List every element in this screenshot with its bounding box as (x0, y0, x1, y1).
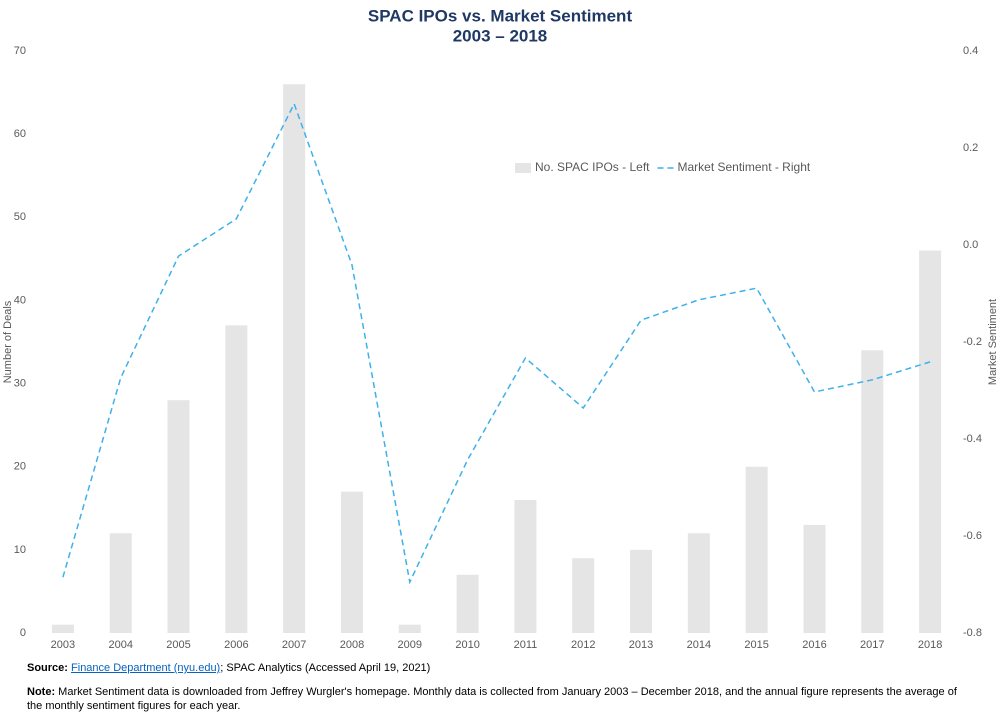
x-tick-label: 2009 (398, 639, 422, 651)
bar (745, 466, 768, 633)
source-label: Source: (27, 662, 68, 674)
y-tick-label: 20 (14, 461, 26, 473)
y-tick-label: 70 (14, 45, 26, 57)
y2-tick-label: 0.4 (963, 45, 978, 57)
y-tick-label: 30 (14, 377, 26, 389)
chart: SPAC IPOs vs. Market Sentiment 2003 – 20… (2, 6, 999, 651)
chart-title: SPAC IPOs vs. Market Sentiment (368, 6, 633, 25)
y2-tick-label: -0.6 (963, 530, 982, 542)
source-text: ; SPAC Analytics (Accessed April 19, 202… (220, 662, 431, 674)
line (62, 101, 931, 585)
x-tick-label: 2013 (629, 639, 653, 651)
legend-label: No. SPAC IPOs - Left (535, 160, 650, 174)
bar (340, 491, 363, 633)
x-tick-label: 2012 (571, 639, 595, 651)
y2-tick-label: 0.2 (963, 142, 978, 154)
x-tick-label: 2010 (455, 639, 479, 651)
bar (283, 84, 306, 633)
x-tick-label: 2007 (282, 639, 306, 651)
bar (225, 325, 248, 633)
source-link[interactable]: Finance Department (nyu.edu) (71, 662, 221, 674)
bar (687, 533, 710, 633)
x-tick-label: 2006 (224, 639, 248, 651)
x-tick-label: 2017 (860, 639, 884, 651)
x-tick-label: 2011 (514, 639, 538, 651)
y2-axis-label: Market Sentiment (987, 299, 999, 385)
x-tick-label: 2018 (918, 639, 942, 651)
x-tick-label: 2003 (51, 639, 75, 651)
note-label: Note: (27, 686, 56, 698)
x-tick-label: 2016 (802, 639, 826, 651)
note-text: Market Sentiment data is downloaded from… (27, 686, 957, 712)
y2-tick-label: -0.8 (963, 627, 982, 639)
y2-tick-label: -0.4 (963, 433, 982, 445)
bar (456, 574, 479, 633)
x-tick-label: 2014 (687, 639, 711, 651)
y2-tick-label: 0.0 (963, 239, 978, 251)
bar (167, 400, 190, 633)
bar (51, 624, 74, 633)
legend-swatch (515, 163, 531, 173)
x-tick-label: 2015 (744, 639, 768, 651)
y-tick-label: 60 (14, 128, 26, 140)
y-tick-label: 40 (14, 294, 26, 306)
y2-tick-label: -0.2 (963, 336, 982, 348)
bar (572, 558, 595, 633)
y-tick-label: 10 (14, 544, 26, 556)
bar (398, 624, 421, 633)
x-tick-label: 2004 (108, 639, 132, 651)
y-tick-label: 50 (14, 211, 26, 223)
bar (861, 350, 884, 633)
chart-subtitle: 2003 – 2018 (453, 26, 548, 45)
bar (109, 533, 132, 633)
bar (803, 524, 826, 633)
bar (630, 549, 653, 633)
source: Source: Finance Department (nyu.edu); SP… (27, 661, 430, 675)
bar (514, 499, 537, 633)
x-tick-label: 2008 (340, 639, 364, 651)
note: Note: Market Sentiment data is downloade… (27, 685, 967, 713)
legend-label: Market Sentiment - Right (677, 160, 810, 174)
y-axis-label: Number of Deals (2, 300, 14, 383)
y-tick-label: 0 (20, 627, 26, 639)
bar (919, 250, 942, 634)
x-tick-label: 2005 (166, 639, 190, 651)
